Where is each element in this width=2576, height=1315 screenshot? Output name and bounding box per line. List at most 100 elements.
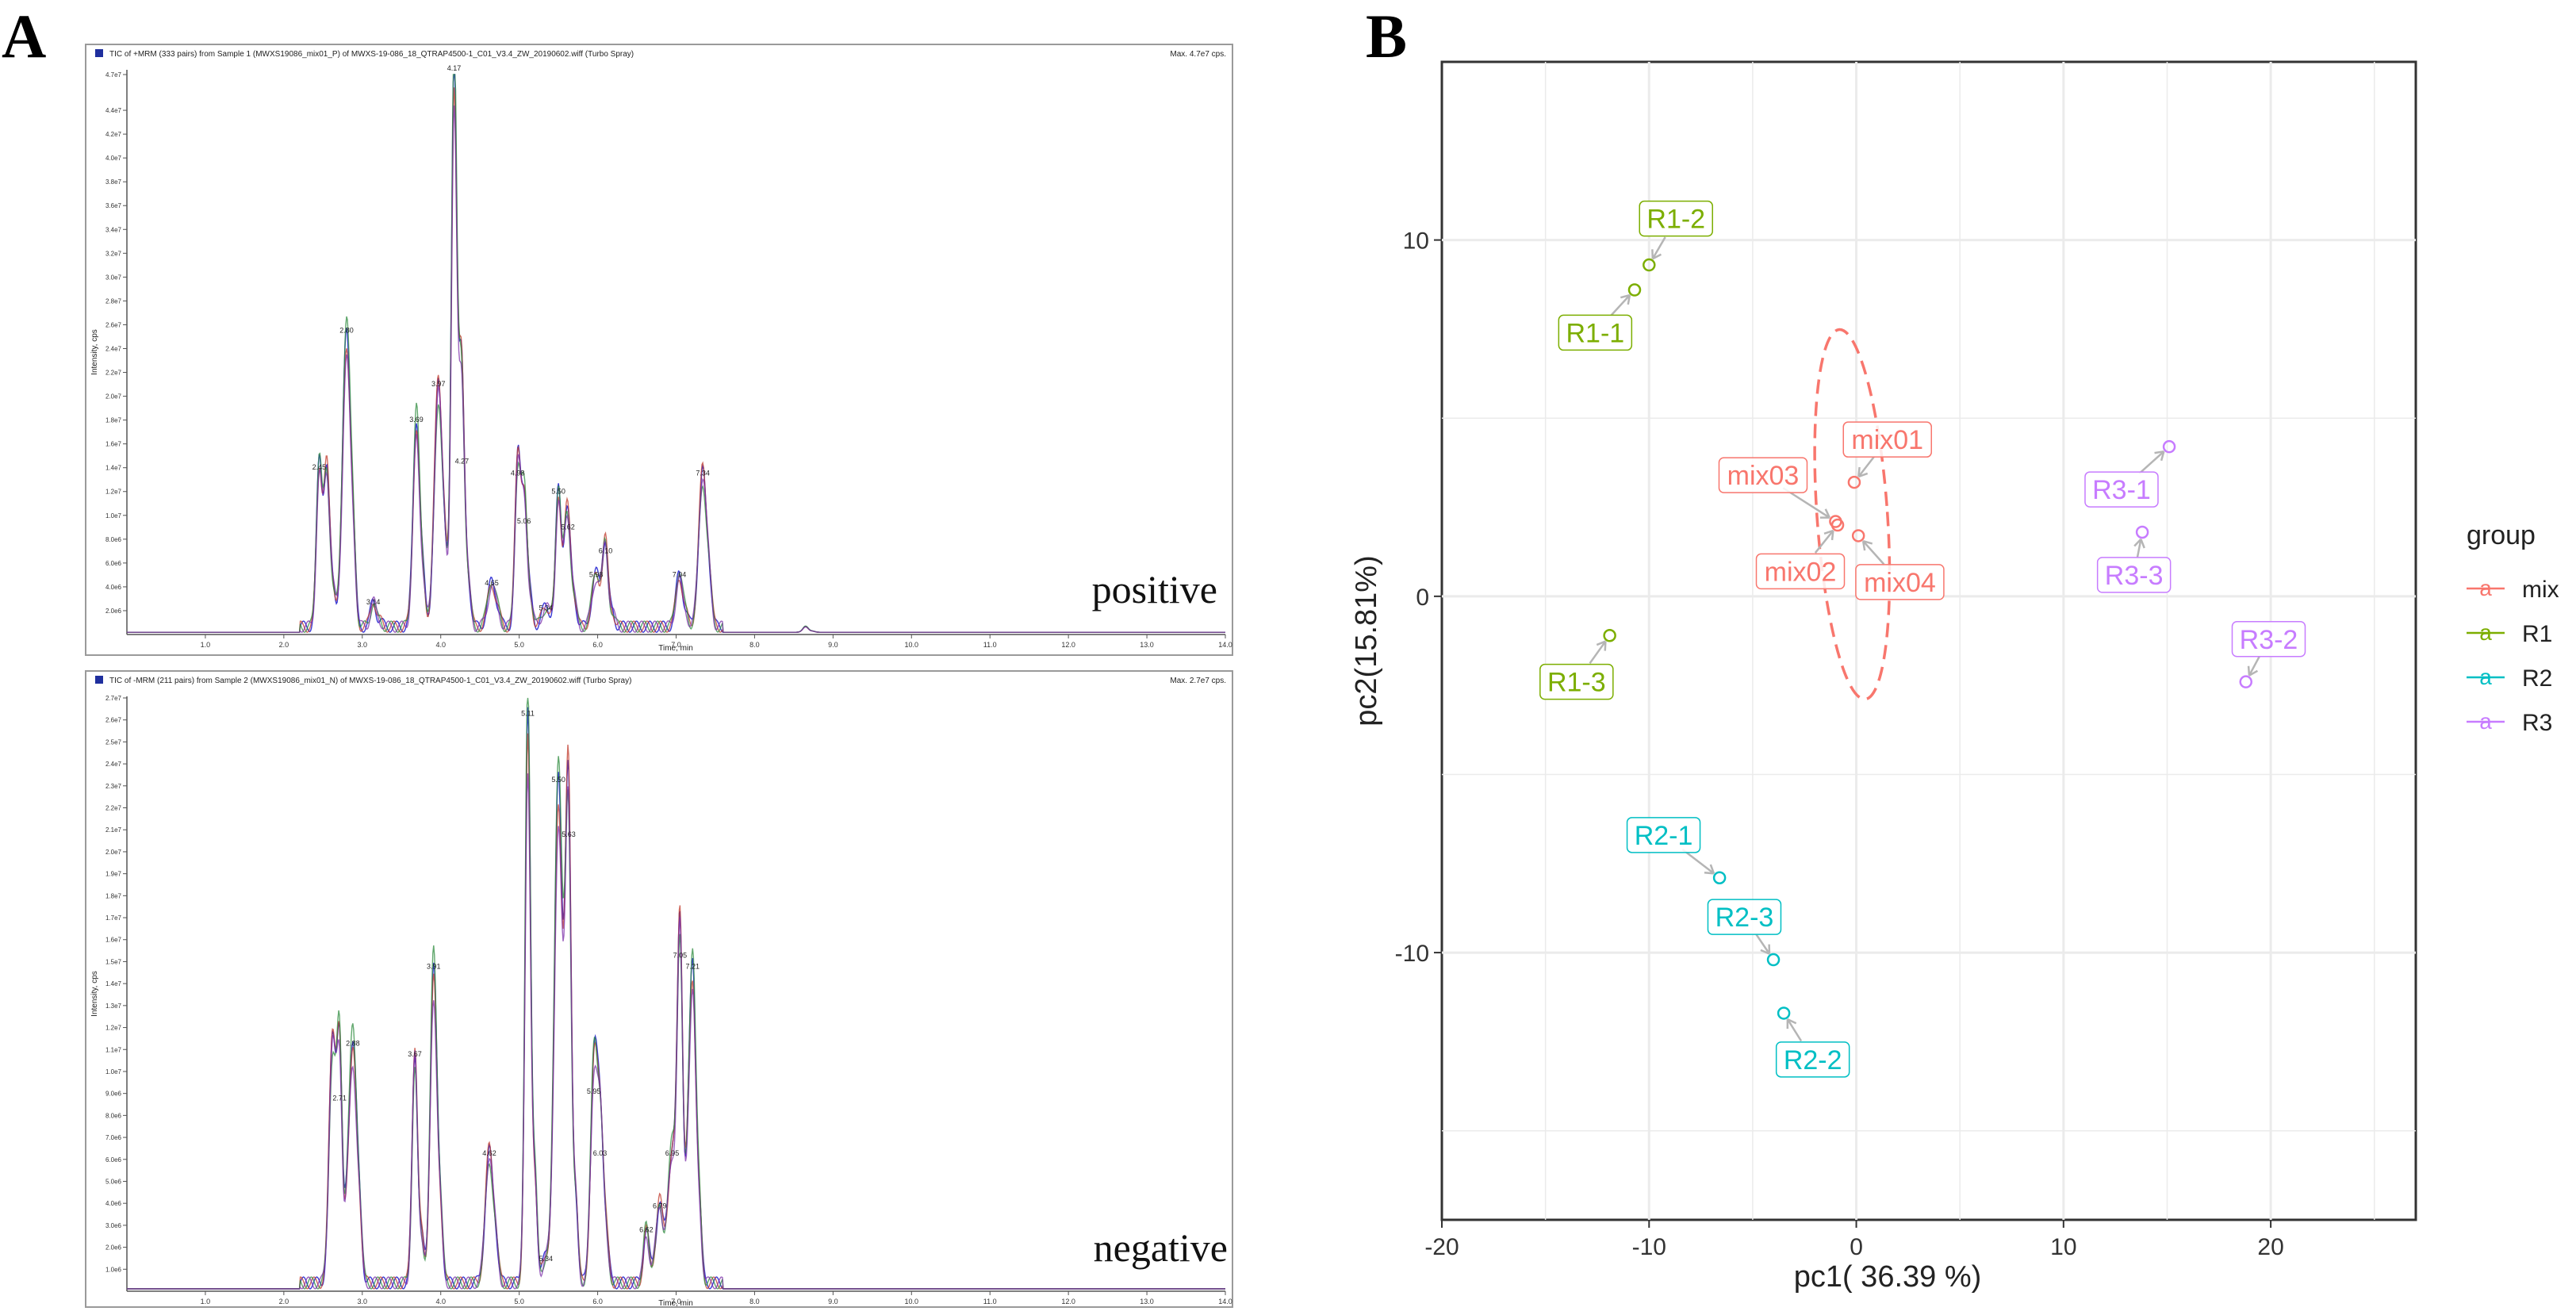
pos-peak-label: 2.80 [339,326,354,334]
pca-x-tick-label: -10 [1632,1234,1666,1260]
neg-peak-label: 6.03 [593,1149,608,1157]
positive-chromatogram: TIC of +MRM (333 pairs) from Sample 1 (M… [85,44,1233,656]
neg-y-tick-label: 5.0e6 [105,1178,122,1185]
negative-chromatogram: TIC of -MRM (211 pairs) from Sample 2 (M… [85,670,1233,1308]
neg-peak-label: 7.05 [673,951,688,959]
pos-peak-label: 7.34 [696,470,710,477]
pos-x-tick-label: 3.0 [358,641,368,649]
label-R1-2: R1-2 [1646,205,1705,235]
pos-x-tick-label: 7.0 [671,641,681,649]
neg-peak-label: 6.79 [653,1202,667,1210]
label-R1-1: R1-1 [1566,318,1624,348]
label-arrowhead [1620,293,1631,305]
neg-x-tick-label: 2.0 [279,1298,289,1305]
pca-x-tick-label: -20 [1424,1234,1459,1260]
pos-x-tick-label: 4.0 [435,641,446,649]
label-box-R2-3 [1707,899,1782,935]
negative-y-label: Intensity, cps [90,971,99,1017]
pos-y-tick-label: 2.8e7 [105,297,122,305]
point-R2-3 [1766,953,1781,967]
pos-x-tick-label: 6.0 [592,641,603,649]
neg-y-tick-label: 8.0e6 [105,1112,122,1119]
neg-x-tick-label: 5.0 [514,1298,524,1305]
pos-y-tick-label: 4.4e7 [105,107,122,114]
label-connector [2136,539,2142,558]
neg-y-tick-label: 1.2e7 [105,1025,122,1032]
positive-color-swatch [95,49,103,57]
panel-b-letter: B [1366,2,1407,71]
label-box-R3-3 [2096,557,2172,593]
pos-peak-label: 5.62 [561,523,575,531]
pos-y-tick-label: 6.0e6 [105,560,122,567]
point-mix03 [1829,515,1842,528]
label-R2-2: R2-2 [1784,1045,1842,1075]
pos-y-tick-label: 1.4e7 [105,465,122,472]
neg-x-tick-label: 3.0 [358,1298,368,1305]
point-mix04 [1851,529,1865,542]
point-R1-2 [1643,258,1656,272]
pos-y-tick-label: 4.2e7 [105,131,122,138]
pca-y-tick-label: 10 [1403,228,1429,255]
point-R3-1 [2162,439,2176,454]
pos-peak-label: 7.04 [673,570,687,578]
pos-peak-label: 6.10 [599,546,613,554]
label-arrowhead [1651,249,1662,260]
neg-x-tick-label: 4.0 [435,1298,446,1305]
negative-max: Max. 2.7e7 cps. [1170,677,1226,685]
neg-y-tick-label: 3.0e6 [105,1222,122,1229]
label-arrowhead [1704,864,1715,875]
pos-y-tick-label: 8.0e6 [105,536,122,543]
pos-y-tick-label: 3.4e7 [105,226,122,233]
pca-plot: -20 -10 0 10 20 -10 0 10 mix01 mix02 mix03 mix04 R1… [1350,60,2559,1294]
label-box-R3-1 [2084,471,2159,508]
pos-x-tick-label: 12.0 [1061,641,1075,649]
neg-y-tick-label: 1.6e7 [105,937,122,944]
positive-x-label: Time, min [658,644,693,653]
neg-y-tick-label: 1.0e7 [105,1068,122,1075]
neg-peak-label: 5.95 [587,1087,601,1095]
label-box-R1-1 [1558,314,1633,351]
neg-x-tick-label: 8.0 [749,1298,760,1305]
neg-y-tick-label: 1.3e7 [105,1003,122,1010]
pos-peak-label: 5.34 [539,604,554,611]
label-box-mix02 [1755,553,1846,590]
pos-x-tick-label: 5.0 [514,641,524,649]
legend-label-R2: R2 [2522,665,2552,692]
neg-x-tick-label: 13.0 [1140,1298,1154,1305]
pos-peak-label: 4.65 [485,579,499,587]
positive-mode-label: positive [1092,567,1217,611]
pos-y-tick-label: 2.4e7 [105,345,122,352]
label-connector [2138,450,2165,474]
label-box-R3-2 [2231,621,2306,658]
pos-peak-label: 3.97 [431,380,446,388]
pca-y-tick-label: 0 [1416,585,1429,611]
neg-y-tick-label: 7.0e6 [105,1134,122,1141]
pos-y-tick-label: 3.0e7 [105,274,122,281]
neg-x-tick-label: 14.0 [1218,1298,1232,1305]
positive-header: TIC of +MRM (333 pairs) from Sample 1 (M… [109,50,634,59]
label-R2-1: R2-1 [1635,821,1693,851]
label-arrowhead [1857,466,1869,478]
pos-y-tick-label: 1.0e7 [105,512,122,519]
label-arrowhead [2247,665,2259,677]
negative-mode-label: negative [1094,1225,1228,1270]
label-arrowhead [1819,508,1830,519]
point-R3-2 [2239,675,2253,688]
neg-x-tick-label: 7.0 [671,1298,681,1305]
pos-y-tick-label: 4.0e6 [105,584,122,591]
neg-peak-label: 3.91 [427,962,441,970]
neg-y-tick-label: 9.0e6 [105,1091,122,1098]
legend-key-glyph: a [2479,709,2492,734]
neg-y-tick-label: 2.7e7 [105,695,122,702]
label-connector [1755,934,1771,955]
label-R3-3: R3-3 [2105,561,2164,591]
label-mix02: mix02 [1765,557,1837,587]
negative-header: TIC of -MRM (211 pairs) from Sample 2 (M… [109,677,631,685]
pos-peak-label: 5.06 [517,517,531,525]
legend-label-R3: R3 [2522,710,2552,736]
pos-y-tick-label: 3.6e7 [105,202,122,209]
neg-peak-label: 5.34 [539,1255,554,1263]
pca-y-tick-label: -10 [1395,941,1429,967]
label-arrowhead [2133,538,2145,549]
pos-y-tick-label: 4.7e7 [105,71,122,79]
